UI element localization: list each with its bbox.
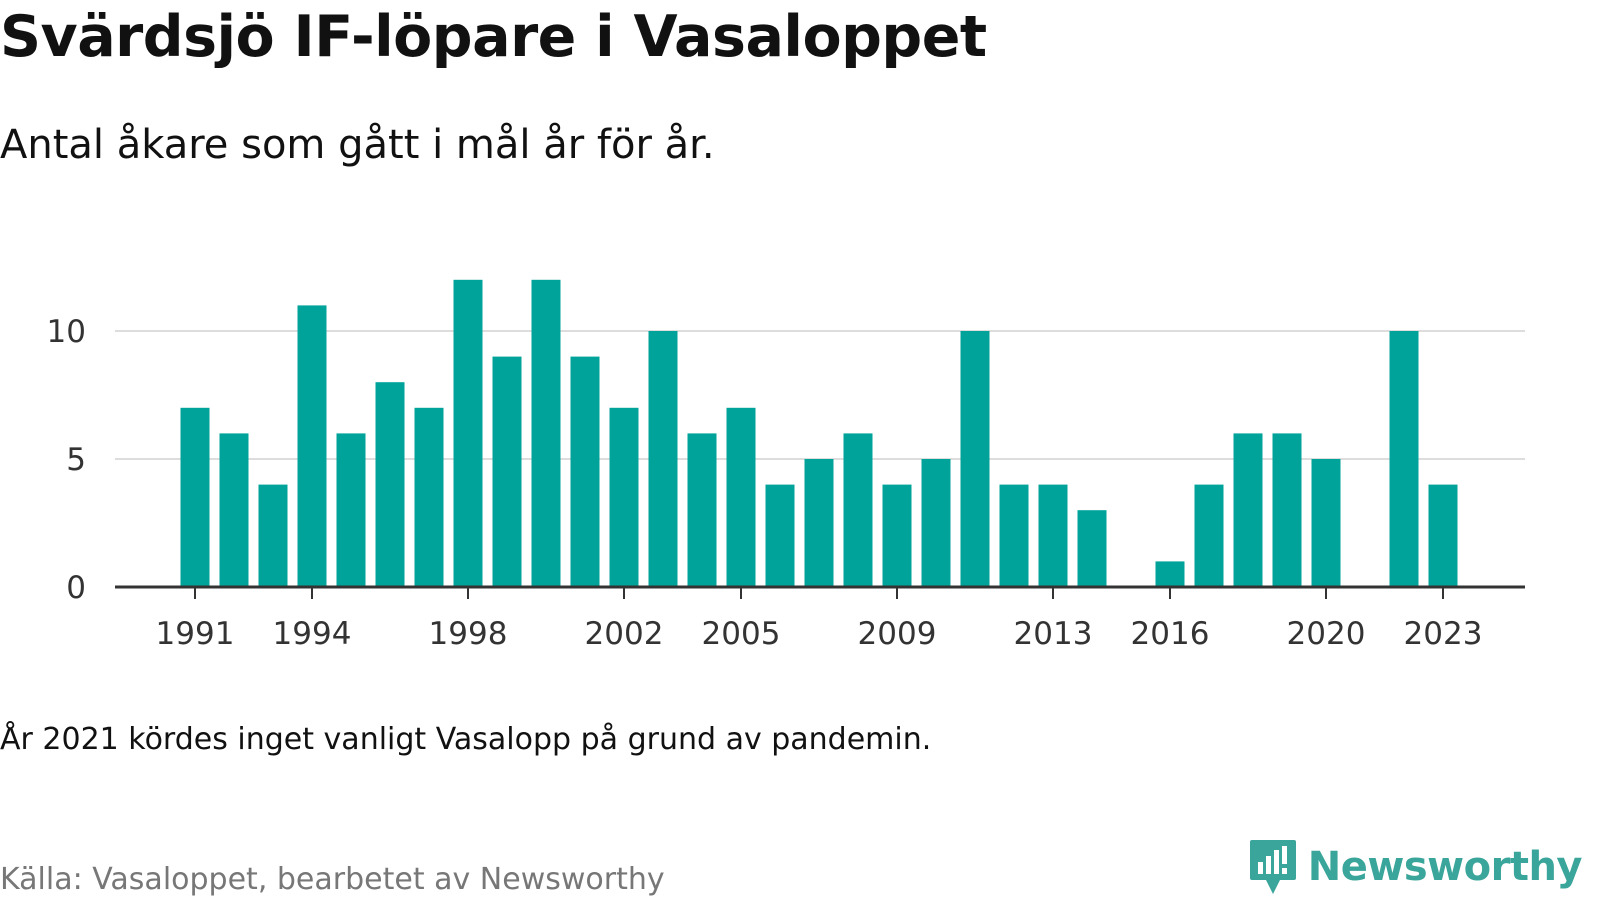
y-tick-label: 10 xyxy=(47,314,86,350)
y-tick-label: 5 xyxy=(66,442,86,478)
bar-2010 xyxy=(921,459,951,587)
bar-2007 xyxy=(804,459,834,587)
source-text: Källa: Vasaloppet, bearbetet av Newswort… xyxy=(0,862,665,897)
bar-1991 xyxy=(180,407,210,587)
bar-chart: 0 5 10 1991 1994 1998 2002 2005 2009 2013 2016 2020… xyxy=(47,279,1525,652)
bar-2014 xyxy=(1077,510,1107,587)
bar-2000 xyxy=(531,279,561,587)
x-tick-label: 2005 xyxy=(702,616,781,652)
x-tick-label: 2009 xyxy=(858,616,937,652)
bar-1997 xyxy=(414,407,444,587)
bar-2013 xyxy=(1038,484,1068,587)
x-tick-label: 2016 xyxy=(1131,616,1210,652)
bar-2019 xyxy=(1272,433,1302,587)
y-tick-label: 0 xyxy=(66,570,86,606)
bar-1995 xyxy=(336,433,366,587)
bar-2002 xyxy=(609,407,639,587)
chart-subtitle: Antal åkare som gått i mål år för år. xyxy=(0,122,715,168)
bar-2008 xyxy=(843,433,873,587)
chart-title: Svärdsjö IF-löpare i Vasaloppet xyxy=(0,4,987,70)
bar-2017 xyxy=(1194,484,1224,587)
bar-2012 xyxy=(999,484,1029,587)
bar-1993 xyxy=(258,484,288,587)
bar-1999 xyxy=(492,356,522,587)
bar-2005 xyxy=(726,407,756,587)
bar-1998 xyxy=(453,279,483,587)
bar-2022 xyxy=(1389,331,1419,587)
footnote: År 2021 kördes inget vanligt Vasalopp på… xyxy=(0,722,932,757)
brand: Newsworthy xyxy=(1248,838,1583,896)
x-tick-label: 2013 xyxy=(1014,616,1093,652)
bar-2016 xyxy=(1155,561,1185,587)
bar-2023 xyxy=(1428,484,1458,587)
bar-2020 xyxy=(1311,459,1341,587)
bar-1992 xyxy=(219,433,249,587)
bar-2018 xyxy=(1233,433,1263,587)
bar-2003 xyxy=(648,331,678,587)
bar-2011 xyxy=(960,331,990,587)
x-tick-label: 1991 xyxy=(156,616,235,652)
bar-1994 xyxy=(297,305,327,587)
x-tick-label: 1994 xyxy=(273,616,352,652)
bar-2006 xyxy=(765,484,795,587)
bar-2001 xyxy=(570,356,600,587)
x-tick-label: 2020 xyxy=(1287,616,1366,652)
newsworthy-logo-icon xyxy=(1249,840,1296,894)
bar-2004 xyxy=(687,433,717,587)
brand-name: Newsworthy xyxy=(1307,844,1583,890)
x-tick-label: 2002 xyxy=(585,616,664,652)
bar-1996 xyxy=(375,382,405,587)
bar-2009 xyxy=(882,484,912,587)
x-tick-label: 1998 xyxy=(429,616,508,652)
x-tick-label: 2023 xyxy=(1404,616,1483,652)
